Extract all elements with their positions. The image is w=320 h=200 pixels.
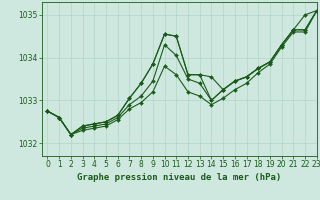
X-axis label: Graphe pression niveau de la mer (hPa): Graphe pression niveau de la mer (hPa) xyxy=(77,173,281,182)
